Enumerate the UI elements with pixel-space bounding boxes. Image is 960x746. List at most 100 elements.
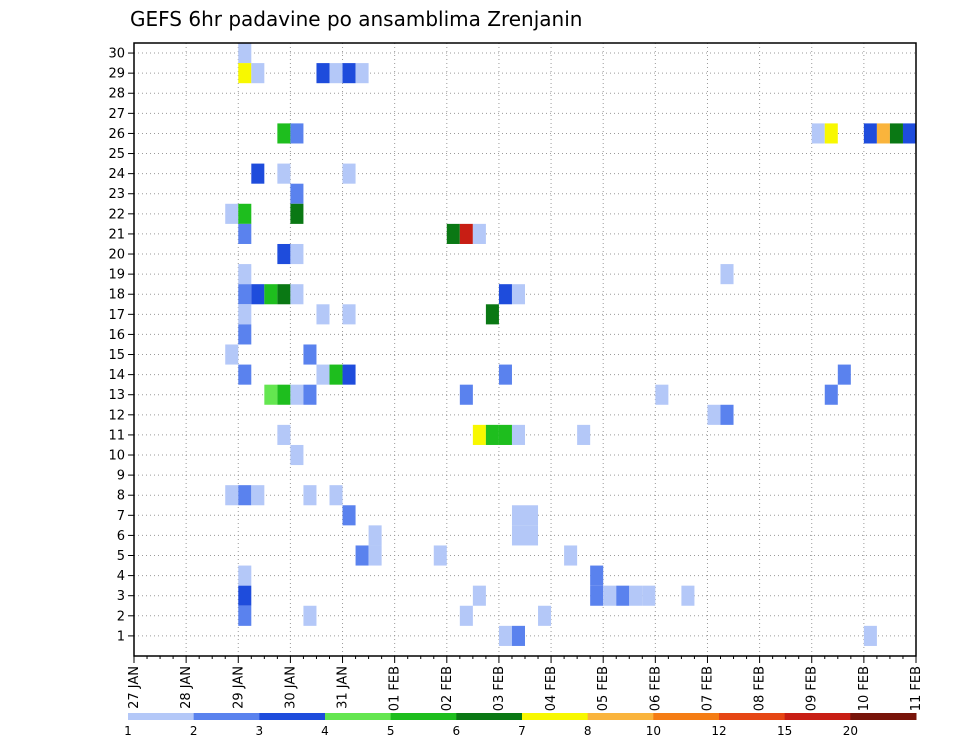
heatmap-cell (329, 63, 343, 84)
colorbar-label: 3 (256, 724, 264, 738)
heatmap-cell (238, 605, 252, 626)
heatmap-cell (225, 344, 239, 365)
x-tick-label: 07 FEB (700, 666, 715, 711)
x-tick-label: 31 JAN (336, 666, 351, 709)
y-tick-label: 8 (117, 489, 125, 504)
heatmap-cell (498, 424, 512, 445)
heatmap-cell (342, 63, 356, 84)
heatmap-cell (355, 63, 369, 84)
x-tick-label: 29 JAN (231, 666, 246, 709)
heatmap-cell (590, 565, 604, 586)
heatmap-cell (459, 384, 473, 405)
heatmap-cell (824, 384, 838, 405)
y-tick-label: 23 (108, 187, 125, 202)
y-axis: 1234567891011121314151617181920212223242… (108, 47, 134, 644)
heatmap-cell (863, 625, 877, 646)
y-tick-label: 30 (108, 47, 125, 62)
y-tick-label: 18 (108, 288, 125, 303)
colorbar-label: 1 (124, 724, 132, 738)
heatmap-cell (876, 123, 890, 144)
heatmap-cell (342, 505, 356, 526)
heatmap-cell (863, 123, 877, 144)
heatmap-cell (498, 625, 512, 646)
colorbar-label: 4 (321, 724, 329, 738)
heatmap-cell (251, 63, 265, 84)
colorbar-label: 10 (646, 724, 661, 738)
colorbar-label: 12 (711, 724, 726, 738)
heatmap-cell (342, 163, 356, 184)
heatmap-cell (329, 364, 343, 385)
heatmap-cell (446, 223, 460, 244)
x-tick-label: 04 FEB (544, 666, 559, 711)
heatmap-cell (238, 565, 252, 586)
heatmap-cells (225, 43, 916, 646)
x-tick-label: 08 FEB (753, 666, 768, 711)
x-tick-label: 27 JAN (127, 666, 142, 709)
heatmap-cell (355, 545, 369, 566)
heatmap-cell (511, 625, 525, 646)
y-tick-label: 22 (108, 207, 125, 222)
heatmap-cell (525, 505, 539, 526)
heatmap-cell (433, 545, 447, 566)
y-tick-label: 25 (108, 147, 125, 162)
heatmap-cell (590, 585, 604, 606)
x-tick-label: 02 FEB (440, 666, 455, 711)
heatmap-cell (577, 424, 591, 445)
heatmap-cell (277, 284, 291, 305)
colorbar-label: 5 (387, 724, 395, 738)
y-tick-label: 13 (108, 388, 125, 403)
heatmap-cell (303, 384, 317, 405)
heatmap-cell (238, 63, 252, 84)
x-tick-label: 10 FEB (857, 666, 872, 711)
heatmap-cell (498, 364, 512, 385)
colorbar-label: 6 (453, 724, 461, 738)
heatmap-cell (368, 545, 382, 566)
heatmap-cell (720, 264, 734, 285)
heatmap-cell (511, 424, 525, 445)
x-tick-label: 09 FEB (805, 666, 820, 711)
heatmap-cell (290, 284, 304, 305)
heatmap-cell (472, 424, 486, 445)
y-tick-label: 5 (117, 549, 125, 564)
heatmap-cell (655, 384, 669, 405)
heatmap-cell (707, 404, 721, 425)
y-tick-label: 20 (108, 248, 125, 263)
heatmap-cell (290, 243, 304, 265)
heatmap-cell (564, 545, 578, 566)
heatmap-cell (629, 585, 643, 606)
heatmap-cell (238, 43, 252, 64)
heatmap-cell (316, 364, 330, 385)
heatmap-cell (511, 525, 525, 546)
heatmap-cell (303, 344, 317, 365)
heatmap-cell (642, 585, 656, 606)
heatmap-cell (459, 605, 473, 626)
heatmap-cell (811, 123, 825, 144)
y-tick-label: 17 (108, 308, 125, 323)
y-tick-label: 12 (108, 408, 125, 423)
y-tick-label: 19 (108, 268, 125, 283)
heatmap-cell (264, 384, 278, 405)
heatmap-cell (902, 123, 916, 144)
y-tick-label: 7 (117, 509, 125, 524)
heatmap-cell (720, 404, 734, 425)
colorbar-swatch (587, 713, 654, 720)
heatmap-cell (837, 364, 851, 385)
heatmap-cell (498, 284, 512, 305)
heatmap-cell (238, 585, 252, 606)
colorbar-swatch (784, 713, 851, 720)
colorbar-label: 7 (518, 724, 526, 738)
heatmap-cell (511, 284, 525, 305)
colorbar-swatch (850, 713, 917, 720)
heatmap-cell (681, 585, 695, 606)
colorbar-swatch (259, 713, 326, 720)
colorbar-label: 8 (584, 724, 592, 738)
heatmap-cell (238, 264, 252, 285)
colorbar-swatch (128, 713, 195, 720)
chart-title: GEFS 6hr padavine po ansamblima Zrenjani… (130, 7, 582, 31)
y-tick-label: 9 (117, 469, 125, 484)
heatmap-cell (290, 123, 304, 144)
y-tick-label: 11 (108, 428, 125, 443)
x-axis: 27 JAN 28 JAN 29 JAN 30 JAN 31 JAN 01 FEB 02 F… (127, 656, 924, 711)
colorbar-swatch (193, 713, 260, 720)
heatmap-cell (238, 223, 252, 244)
